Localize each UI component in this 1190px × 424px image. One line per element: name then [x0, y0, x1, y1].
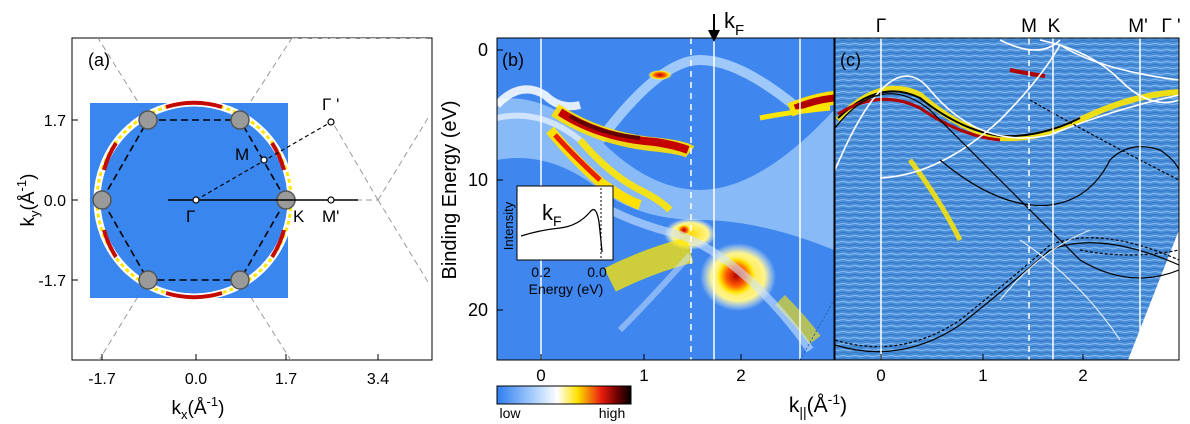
c-top-m-prime: M' [1128, 16, 1147, 37]
inset-ylabel: Intensity [501, 201, 516, 250]
shared-xlabel: k||(Å-1) [789, 391, 847, 420]
c-xtick-0: 0 [876, 366, 885, 385]
b-xtick-1: 1 [639, 366, 648, 385]
c-xtick-2: 2 [1078, 366, 1087, 385]
a-ytick-1: 0.0 [44, 193, 66, 210]
point-k: K [293, 207, 305, 226]
b-ytick-2: 20 [468, 300, 488, 320]
inset-xlabel: Energy (eV) [529, 281, 604, 297]
inset-xtick-0: 0.2 [531, 264, 551, 280]
a-ylabel: ky(Å-1) [14, 174, 42, 227]
a-xtick-3: 3.4 [367, 371, 389, 388]
a-xtick-1: 0.0 [185, 371, 207, 388]
a-xlabel: kx(Å-1) [172, 394, 225, 422]
b-ytick-0: 0 [478, 40, 488, 60]
c-top-gamma: Γ [876, 16, 886, 37]
b-xtick-2: 2 [736, 366, 745, 385]
inset-xtick-1: 0.0 [587, 264, 607, 280]
a-ytick-0: 1.7 [44, 113, 66, 130]
panel-b-frame [496, 37, 835, 361]
c-top-k: K [1048, 16, 1061, 37]
panel-a: (a) Γ ' M Γ K M' -1.7 0.0 1.7 3.4 1.7 0.… [14, 37, 433, 422]
b-ylabel: Binding Energy (eV) [439, 101, 461, 280]
point-gamma: Γ [186, 207, 195, 226]
panel-b-label: (b) [502, 50, 524, 70]
b-ytick-1: 10 [468, 170, 488, 190]
a-ytick-2: -1.7 [38, 273, 66, 290]
c-top-m: M [1021, 16, 1037, 37]
colorbar-high: high [599, 405, 625, 421]
colorbar [496, 385, 632, 405]
panel-c-frame [834, 37, 1180, 361]
point-m-prime: M' [322, 207, 339, 226]
kf-marker: kF [724, 8, 744, 39]
point-m: M [235, 145, 249, 164]
kf-arrow [708, 14, 720, 42]
b-xtick-0: 0 [536, 366, 545, 385]
svg-text:kF: kF [542, 200, 562, 229]
a-xtick-0: -1.7 [88, 371, 116, 388]
panel-c-label: (c) [840, 50, 861, 70]
panel-a-label: (a) [88, 50, 110, 70]
c-xtick-1: 1 [978, 366, 987, 385]
c-top-gamma-prime: Γ ' [1161, 16, 1180, 37]
panel-c: (c) Γ M K M' Γ ' 0 1 2 [834, 16, 1181, 385]
colorbar-low: low [499, 405, 521, 421]
point-gamma-prime: Γ ' [322, 95, 339, 114]
panel-b: (b) kF 0 10 20 0 1 2 Binding Energy (eV)… [439, 8, 835, 421]
a-xtick-2: 1.7 [275, 371, 297, 388]
inset-edc: kF Intensity 0.2 0.0 Energy (eV) [501, 185, 614, 297]
